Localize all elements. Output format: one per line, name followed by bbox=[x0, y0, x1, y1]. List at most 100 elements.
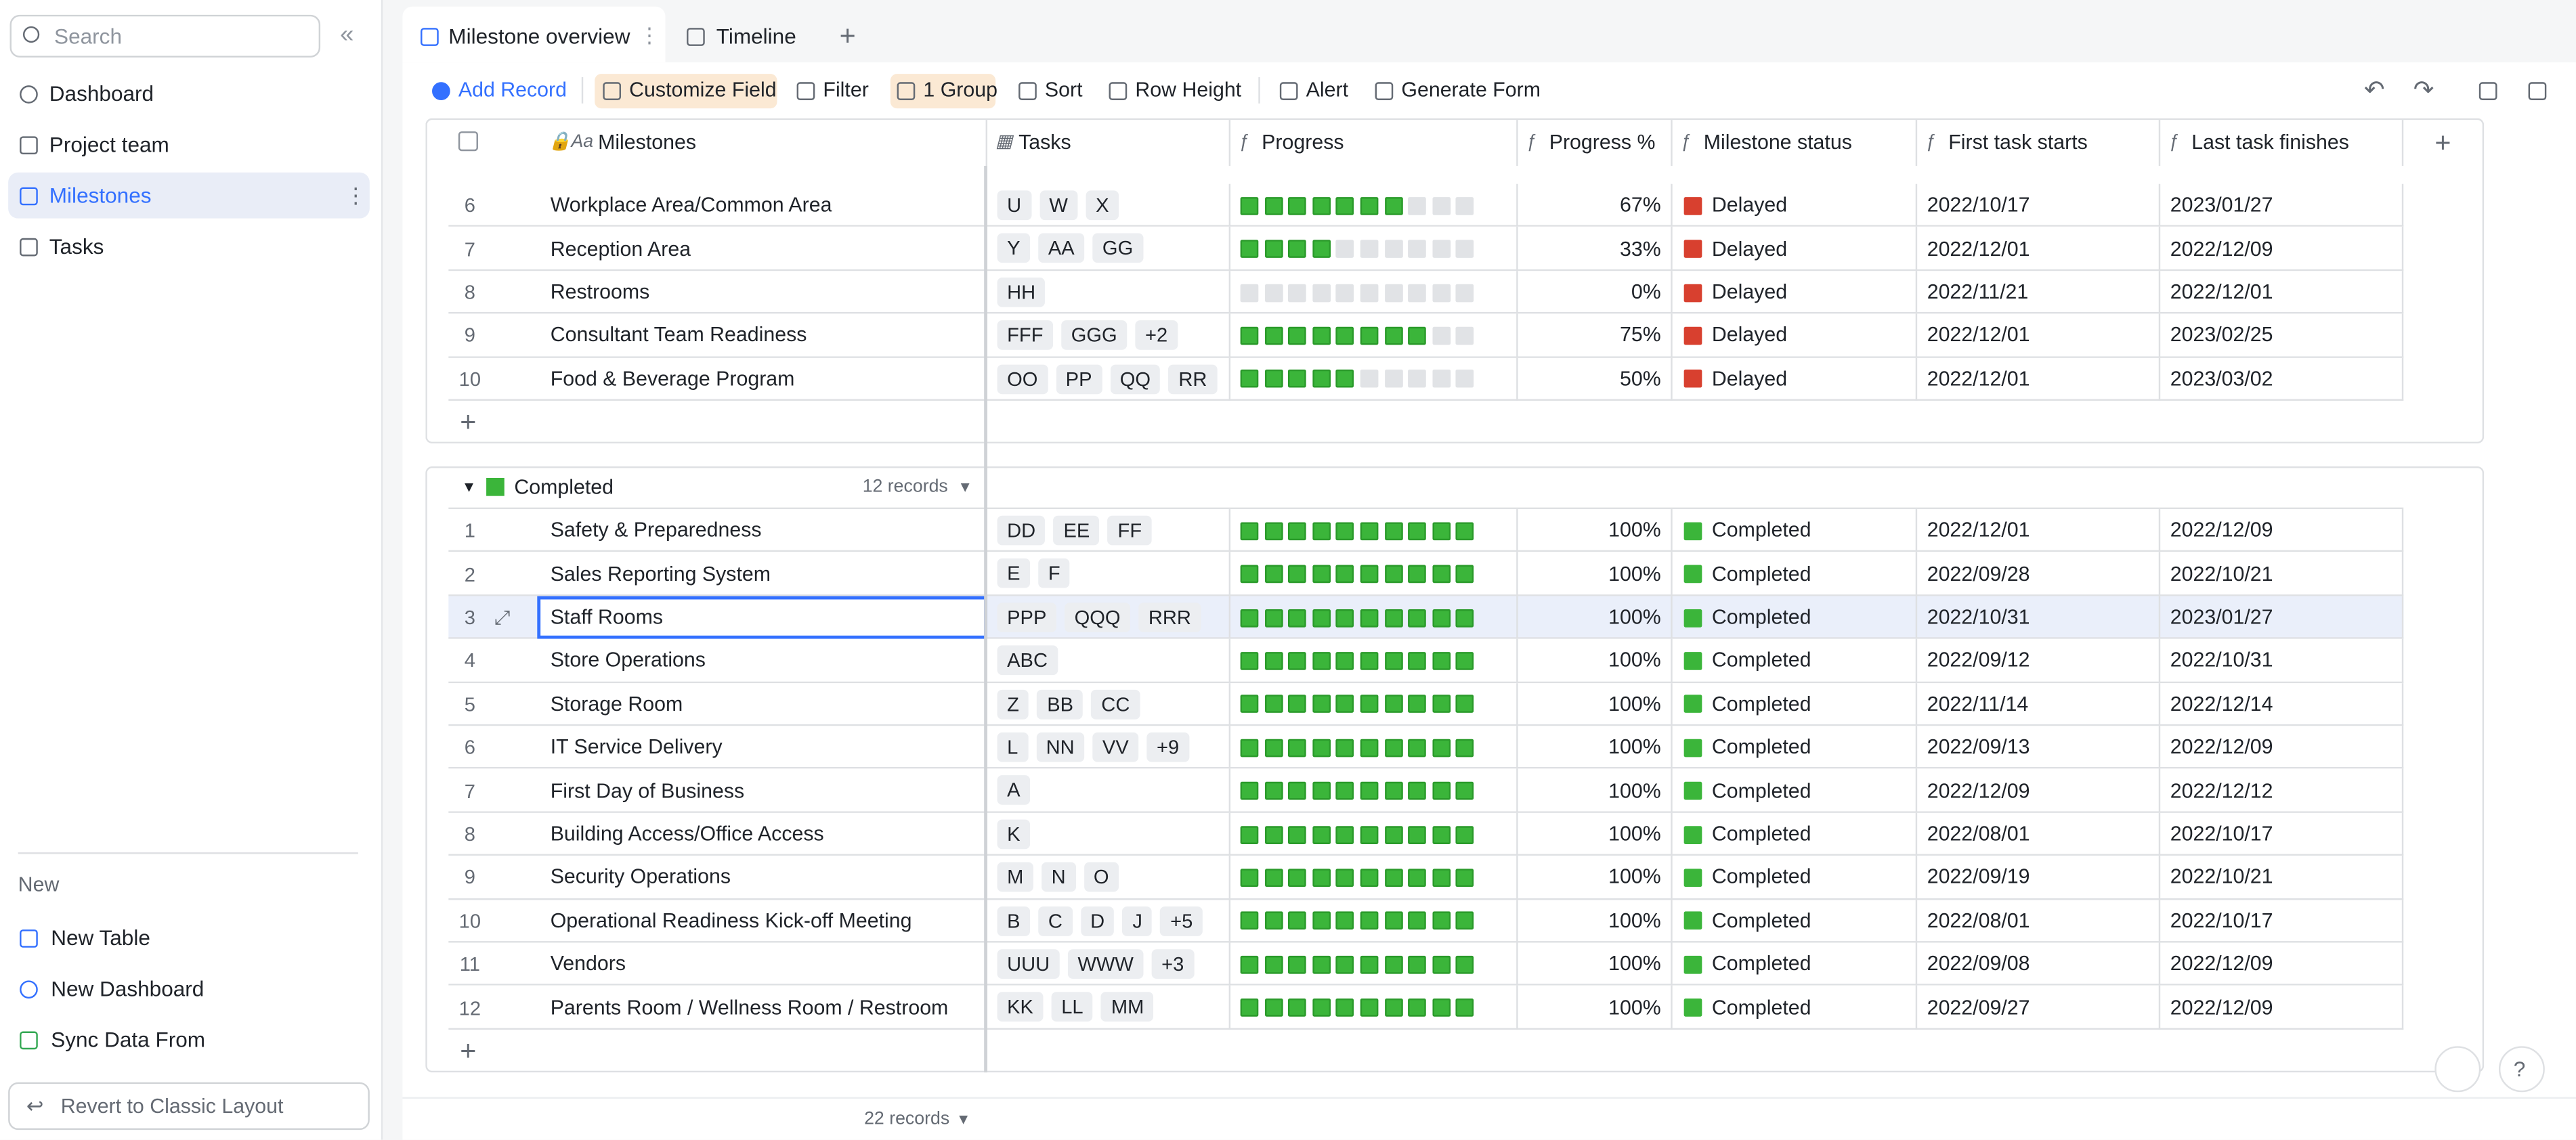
milestone-name[interactable]: Safety & Preparedness bbox=[550, 519, 762, 542]
search-box[interactable] bbox=[9, 14, 321, 58]
toolbar-button[interactable]: Generate Form bbox=[1401, 78, 1541, 102]
task-chip[interactable]: J bbox=[1122, 906, 1153, 936]
milestone-name[interactable]: Staff Rooms bbox=[550, 605, 664, 629]
column-header[interactable]: Last task finishes bbox=[2191, 131, 2349, 154]
task-chip[interactable]: DD bbox=[997, 515, 1046, 546]
task-chip[interactable]: +9 bbox=[1146, 732, 1189, 762]
task-chip[interactable]: E bbox=[997, 558, 1031, 589]
add-column[interactable]: + bbox=[2434, 127, 2451, 159]
column-header[interactable]: Milestones bbox=[598, 131, 697, 154]
task-chip[interactable]: Y bbox=[997, 234, 1031, 264]
task-chip[interactable]: Z bbox=[997, 688, 1029, 719]
column-header[interactable]: First task starts bbox=[1948, 131, 2088, 154]
milestone-name[interactable]: Workplace Area/Common Area bbox=[550, 194, 832, 217]
column-header[interactable]: Progress % bbox=[1549, 131, 1656, 154]
column-header[interactable]: Tasks bbox=[1018, 131, 1071, 154]
task-chip[interactable]: B bbox=[997, 906, 1031, 936]
task-chip[interactable]: RR bbox=[1168, 364, 1217, 394]
toolbar-button[interactable]: Sort bbox=[1044, 78, 1083, 102]
nav-item[interactable]: Dashboard bbox=[49, 81, 154, 106]
task-chip[interactable]: X bbox=[1086, 190, 1119, 221]
group-toggle[interactable]: ▼ bbox=[461, 479, 477, 496]
add-row[interactable] bbox=[448, 401, 2403, 443]
toolbar-button[interactable]: Add Record bbox=[458, 78, 567, 102]
toolbar-button[interactable]: Row Height bbox=[1135, 78, 1242, 102]
task-chip[interactable]: LL bbox=[1051, 992, 1094, 1022]
task-chip[interactable]: GGG bbox=[1061, 320, 1128, 351]
task-chip[interactable]: M bbox=[997, 862, 1033, 892]
expand-icon[interactable]: ⤢ bbox=[494, 606, 511, 630]
add-row[interactable] bbox=[448, 1030, 2403, 1072]
milestone-name[interactable]: Restrooms bbox=[550, 280, 650, 304]
task-chip[interactable]: MM bbox=[1101, 992, 1154, 1022]
milestone-name[interactable]: Storage Room bbox=[550, 692, 683, 716]
task-chip[interactable]: PP bbox=[1056, 364, 1102, 394]
toolbar-button[interactable]: 1 Group bbox=[923, 78, 997, 102]
task-chip[interactable]: ABC bbox=[997, 645, 1058, 676]
task-chip[interactable]: D bbox=[1080, 906, 1115, 936]
tab[interactable]: Milestone overview bbox=[448, 24, 630, 49]
new-item[interactable]: New Table bbox=[51, 925, 150, 950]
milestone-name[interactable]: Security Operations bbox=[550, 865, 731, 889]
milestone-name[interactable]: Vendors bbox=[550, 952, 626, 975]
task-chip[interactable]: U bbox=[997, 190, 1031, 221]
task-chip[interactable]: CC bbox=[1091, 688, 1140, 719]
milestone-name[interactable]: Reception Area bbox=[550, 237, 691, 261]
task-chip[interactable]: W bbox=[1039, 190, 1078, 221]
new-item[interactable]: New Dashboard bbox=[51, 976, 205, 1001]
task-chip[interactable]: K bbox=[997, 819, 1031, 849]
task-chip[interactable]: FF bbox=[1107, 515, 1152, 546]
milestone-name[interactable]: Food & Beverage Program bbox=[550, 367, 795, 391]
milestone-name[interactable]: Consultant Team Readiness bbox=[550, 324, 807, 347]
task-chip[interactable]: A bbox=[997, 776, 1031, 806]
task-chip[interactable]: WWW bbox=[1067, 949, 1144, 979]
header-checkbox[interactable] bbox=[458, 131, 478, 152]
group-menu[interactable]: ▼ bbox=[958, 479, 973, 496]
nav-item[interactable]: Project team bbox=[49, 132, 169, 157]
milestone-name[interactable]: IT Service Delivery bbox=[550, 735, 723, 759]
task-chip[interactable]: KK bbox=[997, 992, 1044, 1022]
revert-button[interactable] bbox=[8, 1082, 370, 1131]
nav-item[interactable]: Milestones bbox=[49, 183, 152, 208]
task-chip[interactable]: QQ bbox=[1110, 364, 1161, 394]
task-chip[interactable]: +5 bbox=[1160, 906, 1203, 936]
row[interactable] bbox=[448, 986, 2404, 1030]
new-item[interactable]: Sync Data From bbox=[51, 1027, 206, 1052]
task-chip[interactable]: F bbox=[1038, 558, 1071, 589]
doc-button[interactable] bbox=[2434, 1046, 2481, 1093]
task-chip[interactable]: O bbox=[1083, 862, 1119, 892]
column-header[interactable]: Progress bbox=[1262, 131, 1344, 154]
milestone-name[interactable]: Building Access/Office Access bbox=[550, 822, 824, 846]
task-chip[interactable]: OO bbox=[997, 364, 1048, 394]
task-chip[interactable]: BB bbox=[1037, 688, 1083, 719]
milestone-name[interactable]: Parents Room / Wellness Room / Restroom bbox=[550, 995, 949, 1019]
task-chip[interactable]: +2 bbox=[1135, 320, 1178, 351]
task-chip[interactable]: FFF bbox=[997, 320, 1054, 351]
task-chip[interactable]: VV bbox=[1092, 732, 1139, 762]
toolbar-button[interactable]: Customize Field bbox=[629, 78, 777, 102]
milestone-name[interactable]: Store Operations bbox=[550, 649, 706, 672]
task-chip[interactable]: C bbox=[1038, 906, 1073, 936]
task-chip[interactable]: RRR bbox=[1138, 602, 1201, 632]
column-header[interactable]: Milestone status bbox=[1703, 131, 1852, 154]
task-chip[interactable]: L bbox=[997, 732, 1028, 762]
toolbar-button[interactable]: Alert bbox=[1306, 78, 1349, 102]
task-chip[interactable]: +3 bbox=[1151, 949, 1194, 979]
toolbar-icon[interactable]: ↷ bbox=[2413, 76, 2434, 105]
milestone-name[interactable]: First Day of Business bbox=[550, 779, 745, 802]
nav-item[interactable]: Tasks bbox=[49, 234, 104, 259]
task-chip[interactable]: UUU bbox=[997, 949, 1060, 979]
milestone-name[interactable]: Operational Readiness Kick-off Meeting bbox=[550, 908, 912, 932]
task-chip[interactable]: AA bbox=[1038, 234, 1085, 264]
task-chip[interactable]: QQQ bbox=[1065, 602, 1131, 632]
help-button[interactable] bbox=[2498, 1046, 2545, 1093]
task-chip[interactable]: NN bbox=[1036, 732, 1085, 762]
toolbar-button[interactable]: Filter bbox=[823, 78, 869, 102]
task-chip[interactable]: PPP bbox=[997, 602, 1056, 632]
toolbar-icon[interactable]: ↶ bbox=[2364, 76, 2385, 105]
task-chip[interactable]: EE bbox=[1053, 515, 1100, 546]
task-chip[interactable]: GG bbox=[1092, 234, 1143, 264]
tab[interactable]: Timeline bbox=[716, 24, 796, 49]
footer-menu[interactable]: ▼ bbox=[956, 1111, 971, 1128]
task-chip[interactable]: HH bbox=[997, 277, 1046, 307]
